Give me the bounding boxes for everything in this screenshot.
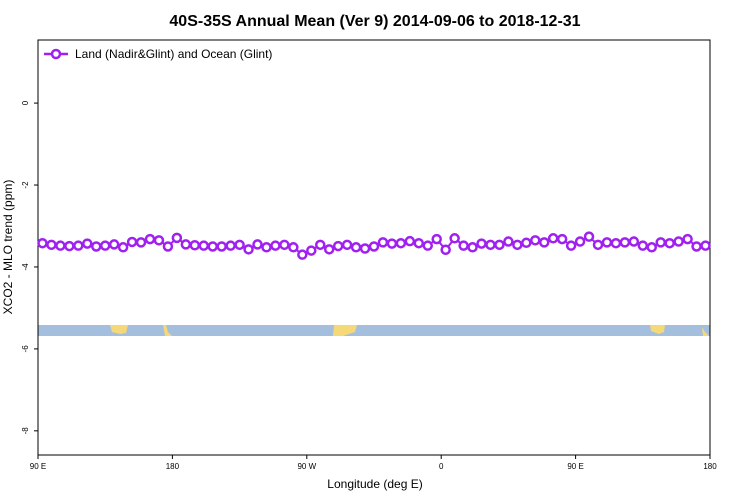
data-point <box>171 232 183 244</box>
data-point <box>413 237 425 249</box>
data-point <box>476 238 487 249</box>
data-point <box>404 235 416 247</box>
data-point <box>431 233 442 245</box>
data-point <box>323 244 335 255</box>
data-point <box>359 243 371 254</box>
data-point <box>216 241 227 252</box>
data-point <box>180 239 192 250</box>
data-point <box>261 242 272 253</box>
y-tick-label: -2 <box>21 181 30 189</box>
data-point <box>90 241 102 252</box>
data-point <box>601 237 613 248</box>
data-point <box>565 240 577 251</box>
legend-marker <box>50 48 62 60</box>
land-ocean-strip <box>38 325 710 336</box>
x-tick-label: 180 <box>703 462 717 471</box>
data-point <box>530 235 541 246</box>
data-point <box>467 242 478 253</box>
x-tick-label: 90 W <box>297 462 316 471</box>
data-point <box>538 237 550 248</box>
data-point <box>162 241 174 252</box>
data-point <box>198 240 210 251</box>
data-point <box>449 233 460 244</box>
y-tick-label: -8 <box>21 427 30 435</box>
data-point <box>583 231 595 242</box>
data-point <box>306 245 317 256</box>
data-point <box>377 237 389 248</box>
data-point <box>440 244 451 256</box>
data-point <box>288 242 299 253</box>
data-point <box>395 237 407 249</box>
data-point <box>494 239 505 251</box>
data-point <box>341 239 353 251</box>
data-point <box>270 240 281 251</box>
y-tick-label: 0 <box>21 100 30 105</box>
data-point <box>297 249 308 260</box>
data-point <box>225 240 236 251</box>
data-point <box>386 238 398 249</box>
data-point <box>82 238 93 249</box>
x-axis-label: Longitude (deg E) <box>327 477 422 491</box>
data-point <box>673 236 684 247</box>
legend-label: Land (Nadir&Glint) and Ocean (Glint) <box>75 47 272 61</box>
data-point <box>108 239 120 250</box>
data-point <box>117 242 129 253</box>
data-point <box>46 239 57 251</box>
data-point <box>664 237 675 249</box>
data-point <box>610 237 622 249</box>
data-point <box>655 237 666 248</box>
y-tick-label: -4 <box>21 263 30 271</box>
data-point <box>243 244 254 255</box>
data-point <box>144 233 156 245</box>
data-point <box>332 240 344 252</box>
data-point <box>55 240 66 251</box>
data-point <box>458 240 469 251</box>
y-tick-label: -6 <box>21 345 30 353</box>
x-tick-label: 180 <box>166 462 180 471</box>
data-point <box>99 240 111 251</box>
data-point <box>503 236 514 247</box>
data-point <box>682 233 693 245</box>
data-point <box>646 242 658 253</box>
data-point <box>521 237 532 249</box>
data-point <box>512 239 523 251</box>
data-point <box>637 240 649 251</box>
data-point <box>556 233 568 245</box>
chart-title: 40S-35S Annual Mean (Ver 9) 2014-09-06 t… <box>169 13 580 30</box>
data-point <box>135 237 147 248</box>
data-point <box>126 236 138 248</box>
x-tick-label: 90 E <box>567 462 583 471</box>
data-point <box>619 237 631 248</box>
data-point <box>234 239 245 251</box>
data-point <box>628 236 640 247</box>
data-point <box>189 239 201 251</box>
data-point <box>314 239 326 251</box>
data-point <box>700 240 711 251</box>
data-point <box>350 242 362 253</box>
x-tick-label: 0 <box>439 462 444 471</box>
data-point <box>547 233 559 244</box>
data-point <box>252 239 263 250</box>
x-tick-label: 90 E <box>30 462 46 471</box>
data-point <box>485 239 496 251</box>
data-point <box>574 236 586 247</box>
data-point <box>592 239 604 251</box>
data-point <box>279 239 290 251</box>
data-point <box>37 237 48 249</box>
data-point <box>73 240 84 251</box>
data-point <box>207 241 218 252</box>
y-axis-label: XCO2 - MLO trend (ppm) <box>1 180 15 315</box>
data-point <box>422 240 434 251</box>
data-point <box>691 241 702 252</box>
data-point <box>153 235 165 246</box>
data-point <box>368 241 380 252</box>
data-point <box>64 240 75 252</box>
